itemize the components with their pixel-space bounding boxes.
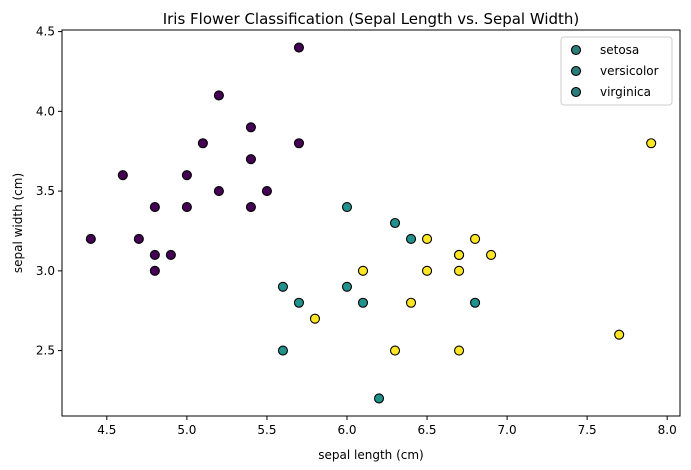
- data-point-setosa-14: [245, 202, 256, 213]
- data-point-setosa-4: [149, 249, 160, 260]
- y-axis-ticks: 2.5 3.0 3.5 4.0 4.5: [36, 25, 62, 358]
- data-point-setosa-6: [165, 249, 176, 260]
- x-tick-label-0: 4.5: [97, 423, 116, 437]
- x-tick-label-6: 7.5: [578, 423, 597, 437]
- data-point-virginica-12: [646, 138, 657, 149]
- y-tick-label-3: 4.0: [36, 104, 55, 118]
- data-point-virginica-5: [421, 265, 433, 276]
- data-point-setosa-13: [245, 154, 256, 165]
- x-tick-label-1: 5.0: [177, 423, 196, 437]
- data-point-versicolor-3: [341, 202, 353, 213]
- data-point-setosa-11: [213, 186, 224, 197]
- data-point-virginica-9: [470, 233, 481, 244]
- data-point-virginica-1: [357, 265, 369, 276]
- data-point-setosa-2: [133, 233, 144, 244]
- data-point-virginica-11: [614, 329, 625, 340]
- x-tick-label-5: 7.0: [498, 423, 517, 437]
- points-layer: [85, 42, 657, 404]
- data-point-setosa-5: [149, 265, 160, 276]
- data-point-setosa-17: [293, 138, 305, 149]
- x-tick-label-7: 8.0: [658, 423, 677, 437]
- legend: setosa versicolor virginica: [560, 36, 673, 106]
- data-point-versicolor-4: [341, 281, 353, 292]
- x-tick-label-2: 5.5: [257, 423, 276, 437]
- data-point-virginica-7: [454, 265, 465, 276]
- data-point-virginica-0: [309, 313, 321, 324]
- y-tick-label-1: 3.0: [36, 264, 55, 278]
- data-point-setosa-7: [181, 170, 192, 181]
- data-point-setosa-16: [293, 42, 305, 53]
- data-point-versicolor-5: [357, 297, 369, 308]
- legend-label-virginica: virginica: [600, 85, 651, 99]
- data-point-versicolor-10: [470, 297, 481, 308]
- data-point-setosa-12: [245, 122, 256, 133]
- data-point-setosa-3: [149, 202, 160, 213]
- data-point-setosa-8: [181, 202, 192, 213]
- chart-title: Iris Flower Classification (Sepal Length…: [163, 10, 580, 28]
- data-point-virginica-6: [454, 249, 465, 260]
- legend-label-setosa: setosa: [600, 43, 639, 57]
- y-axis-title: sepal width (cm): [11, 173, 25, 273]
- legend-box: [560, 36, 673, 106]
- y-tick-label-4: 4.5: [36, 25, 55, 39]
- data-point-virginica-3: [405, 297, 417, 308]
- x-axis-ticks: 4.5 5.0 5.5 6.0 6.5 7.0 7.5 8.0: [97, 416, 677, 437]
- legend-marker-virginica: [570, 86, 582, 98]
- data-point-versicolor-1: [277, 345, 288, 356]
- legend-label-versicolor: versicolor: [600, 64, 659, 78]
- x-tick-label-3: 6.0: [337, 423, 356, 437]
- legend-marker-setosa: [570, 44, 582, 56]
- data-point-setosa-15: [261, 186, 272, 197]
- data-point-virginica-10: [486, 249, 497, 260]
- data-point-versicolor-6: [373, 393, 385, 404]
- plot-frame: [61, 29, 681, 417]
- data-point-setosa-10: [213, 90, 224, 101]
- data-point-setosa-1: [117, 170, 128, 181]
- data-point-versicolor-2: [293, 297, 305, 308]
- x-axis-title: sepal length (cm): [318, 448, 423, 462]
- y-tick-label-0: 2.5: [36, 344, 55, 358]
- data-point-versicolor-7: [389, 217, 401, 229]
- data-point-virginica-2: [389, 345, 401, 356]
- legend-marker-versicolor: [570, 65, 582, 77]
- data-point-versicolor-8: [405, 233, 417, 244]
- data-point-virginica-8: [454, 345, 465, 356]
- data-point-setosa-0: [85, 233, 96, 244]
- data-point-virginica-4: [421, 233, 433, 244]
- y-tick-label-2: 3.5: [36, 184, 55, 198]
- data-point-setosa-9: [197, 138, 208, 149]
- data-point-versicolor-0: [277, 281, 288, 292]
- x-tick-label-4: 6.5: [417, 423, 436, 437]
